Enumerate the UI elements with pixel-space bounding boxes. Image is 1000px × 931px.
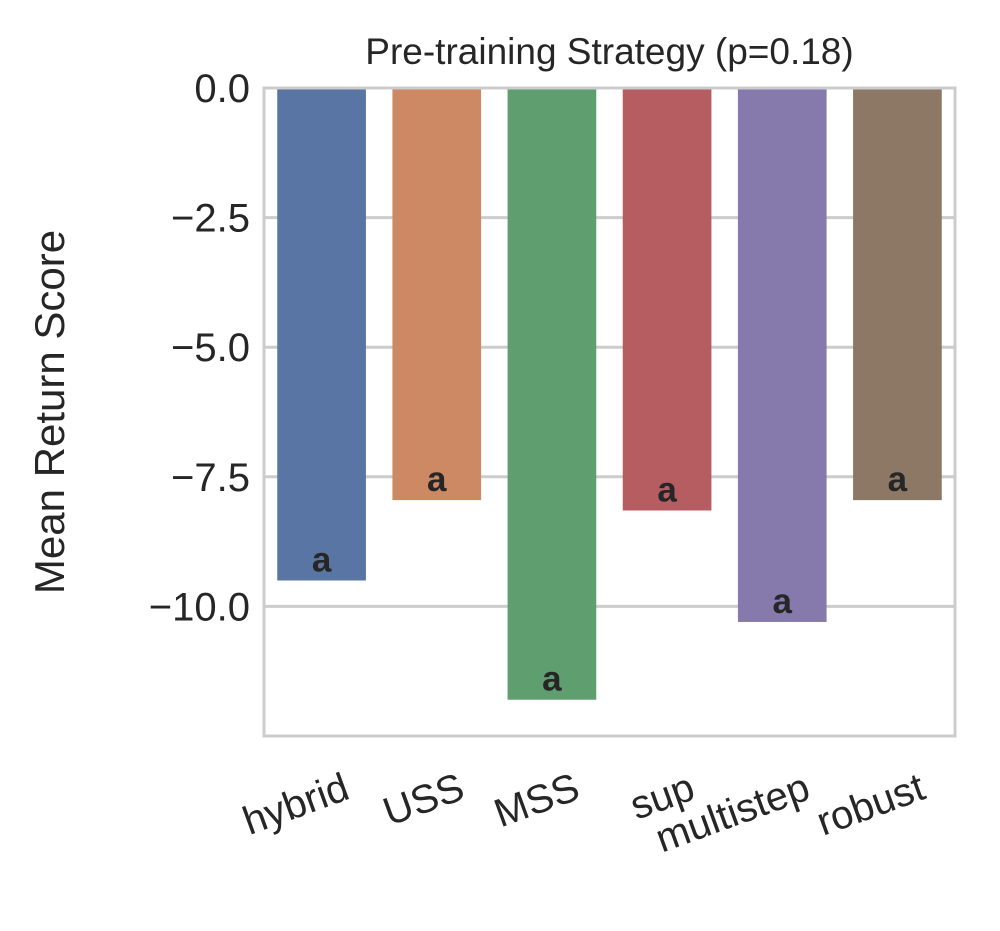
bar-USS	[392, 88, 482, 501]
y-tick-label: 0.0	[194, 67, 250, 111]
bar-label-MSS: a	[542, 660, 562, 699]
x-tick-label-hybrid: hybrid	[237, 765, 354, 844]
bar-label-robust: a	[888, 460, 908, 499]
chart-title: Pre-training Strategy (p=0.18)	[365, 31, 853, 72]
y-tick-label: −5.0	[171, 326, 250, 370]
bar-robust	[853, 88, 942, 501]
y-tick-label: −7.5	[171, 456, 250, 500]
y-axis-ticks: 0.0 −2.5 −5.0 −7.5 −10.0	[149, 67, 250, 629]
bar-label-sup: a	[657, 470, 677, 509]
y-axis-label: Mean Return Score	[26, 230, 73, 594]
bars: a a a a a a	[277, 88, 942, 700]
bar-multistep	[737, 88, 827, 622]
bar-sup	[622, 88, 712, 511]
gridlines	[264, 86, 955, 608]
x-tick-label-USS: USS	[377, 765, 469, 834]
x-tick-label-MSS: MSS	[488, 765, 585, 836]
y-tick-label: −2.5	[171, 197, 250, 241]
x-tick-label-robust: robust	[811, 765, 931, 844]
y-tick-label: −10.0	[149, 585, 250, 629]
bar-MSS	[507, 88, 597, 700]
bar-hybrid	[277, 88, 366, 581]
bar-label-hybrid: a	[312, 540, 332, 579]
bar-label-multistep: a	[773, 582, 793, 621]
plot-frame	[262, 86, 957, 738]
bar-label-USS: a	[427, 460, 447, 499]
